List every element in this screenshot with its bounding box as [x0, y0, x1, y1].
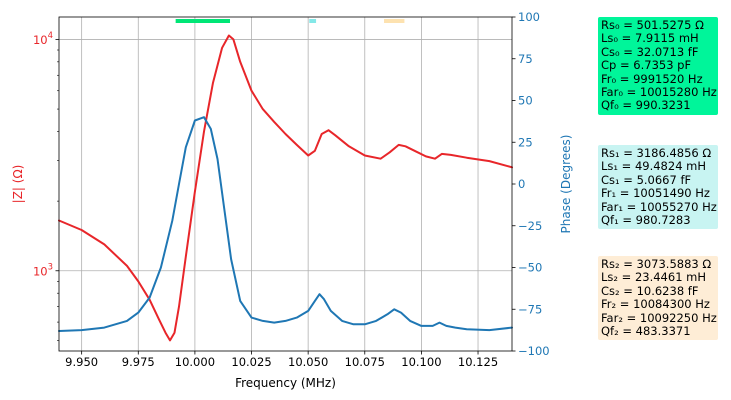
impedance-series-line	[58, 34, 513, 342]
info-line: Ls₁ = 49.4824 mH	[601, 159, 707, 174]
y-right-axis-ticks: −100 −75 −50 −25 0 25 50 75 100	[512, 10, 550, 358]
resonance-marker-bar	[175, 19, 231, 23]
info-line: Cs₂ = 10.6238 fF	[601, 283, 699, 298]
info-line: Rs₀ = 501.5275 Ω	[601, 18, 704, 32]
x-axis-label: Frequency (MHz)	[235, 376, 336, 390]
y-right-tick-label: −75	[518, 302, 542, 316]
y-left-tick-label: 104	[33, 31, 53, 47]
resonance-marker-bar	[309, 19, 317, 23]
info-line: Cs₀ = 32.0713 fF	[601, 44, 699, 59]
x-tick-label: 9.950	[65, 355, 98, 369]
x-axis-ticks: 9.950 9.975 10.000 10.025 10.050 10.075 10.100…	[65, 351, 498, 369]
resonance-info-box-1: Rs₁ = 3186.4856 Ω Ls₁ = 49.4824 mH Cs₁ = 5…	[598, 145, 718, 230]
info-line: Ls₀ = 7.9115 mH	[601, 31, 699, 46]
x-tick-label: 10.075	[345, 355, 385, 369]
y-left-axis-label: |Z| (Ω)	[11, 165, 25, 204]
y-right-tick-label: 100	[518, 10, 540, 24]
top-markers	[175, 19, 405, 23]
y-right-tick-label: −50	[518, 261, 542, 275]
info-line: Far₁ = 10055270 Hz	[601, 199, 717, 214]
info-line: Ls₂ = 23.4461 mH	[601, 270, 707, 285]
plot-frame	[58, 16, 513, 352]
y-right-tick-label: 50	[518, 94, 533, 108]
info-line: Rs₂ = 3073.5883 Ω	[601, 257, 712, 271]
x-tick-label: 10.025	[231, 355, 271, 369]
info-line: Fr₁ = 10051490 Hz	[601, 186, 710, 201]
y-right-tick-label: 75	[518, 52, 533, 66]
y-left-axis-ticks: 103 104	[33, 31, 59, 341]
y-right-tick-label: −25	[518, 219, 542, 233]
y-right-tick-label: −100	[518, 344, 550, 358]
y-right-tick-label: 25	[518, 135, 533, 149]
resonance-marker-bar	[384, 19, 405, 23]
info-line: Cs₁ = 5.0667 fF	[601, 172, 692, 187]
info-line: Qf₁ = 980.7283	[601, 213, 691, 228]
info-line: Fr₂ = 10084300 Hz	[601, 297, 710, 312]
info-line: Rs₁ = 3186.4856 Ω	[601, 146, 712, 160]
info-line: Far₀ = 10015280 Hz	[601, 85, 717, 100]
info-line: Far₂ = 10092250 Hz	[601, 310, 717, 325]
resonance-info-box-0: Rs₀ = 501.5275 Ω Ls₀ = 7.9115 mH Cs₀ = 32.…	[598, 17, 718, 115]
x-tick-label: 10.050	[288, 355, 328, 369]
resonance-info-box-2: Rs₂ = 3073.5883 Ω Ls₂ = 23.4461 mH Cs₂ = 1…	[598, 256, 718, 341]
y-right-axis-label: Phase (Degrees)	[559, 135, 573, 234]
info-line: Fr₀ = 9991520 Hz	[601, 71, 703, 86]
info-line: Qf₂ = 483.3371	[601, 324, 691, 339]
info-line: Qf₀ = 990.3231	[601, 98, 691, 113]
y-right-tick-label: 0	[518, 177, 525, 191]
y-left-tick-label: 103	[33, 262, 53, 278]
x-tick-label: 10.100	[401, 355, 441, 369]
x-tick-label: 10.125	[458, 355, 498, 369]
info-line: Cp = 6.7353 pF	[601, 58, 692, 73]
x-tick-label: 9.975	[122, 355, 155, 369]
grid	[59, 17, 512, 351]
phase-series-line	[58, 116, 513, 332]
series-lines	[58, 34, 513, 342]
x-tick-label: 10.000	[175, 355, 215, 369]
